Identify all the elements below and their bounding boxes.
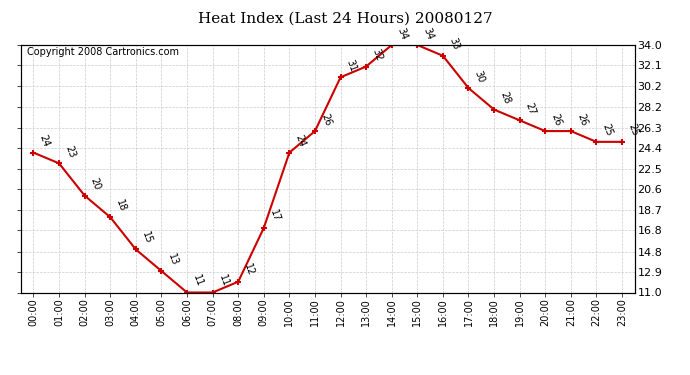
Text: 31: 31 — [345, 58, 358, 73]
Text: 26: 26 — [575, 112, 589, 127]
Text: 34: 34 — [396, 26, 409, 41]
Text: Heat Index (Last 24 Hours) 20080127: Heat Index (Last 24 Hours) 20080127 — [198, 11, 492, 25]
Text: 17: 17 — [268, 209, 282, 224]
Text: 30: 30 — [473, 69, 486, 84]
Text: 24: 24 — [38, 134, 51, 148]
Text: 13: 13 — [166, 252, 179, 267]
Text: 15: 15 — [140, 230, 154, 245]
Text: 24: 24 — [293, 134, 307, 148]
Text: 25: 25 — [626, 123, 640, 138]
Text: 26: 26 — [319, 112, 333, 127]
Text: 33: 33 — [447, 37, 461, 52]
Text: 32: 32 — [371, 47, 384, 62]
Text: 12: 12 — [242, 262, 256, 278]
Text: 28: 28 — [498, 90, 512, 105]
Text: 34: 34 — [422, 26, 435, 41]
Text: 20: 20 — [89, 176, 102, 192]
Text: 11: 11 — [217, 273, 230, 288]
Text: 11: 11 — [191, 273, 205, 288]
Text: 23: 23 — [63, 144, 77, 159]
Text: 26: 26 — [549, 112, 563, 127]
Text: 27: 27 — [524, 101, 538, 116]
Text: Copyright 2008 Cartronics.com: Copyright 2008 Cartronics.com — [27, 48, 179, 57]
Text: 25: 25 — [600, 123, 614, 138]
Text: 18: 18 — [115, 198, 128, 213]
